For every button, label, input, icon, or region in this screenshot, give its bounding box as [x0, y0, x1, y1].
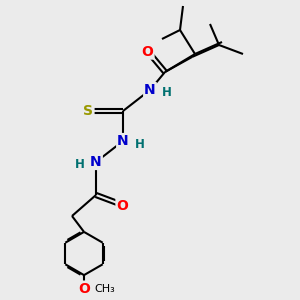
Text: S: S: [83, 104, 94, 118]
Text: O: O: [78, 282, 90, 296]
Text: H: H: [75, 158, 85, 172]
Text: H: H: [134, 137, 144, 151]
Text: N: N: [117, 134, 129, 148]
Text: N: N: [90, 155, 102, 169]
Text: N: N: [144, 83, 156, 97]
Text: H: H: [161, 86, 171, 100]
Text: O: O: [116, 199, 128, 212]
Text: CH₃: CH₃: [94, 284, 115, 294]
Text: O: O: [142, 45, 154, 58]
